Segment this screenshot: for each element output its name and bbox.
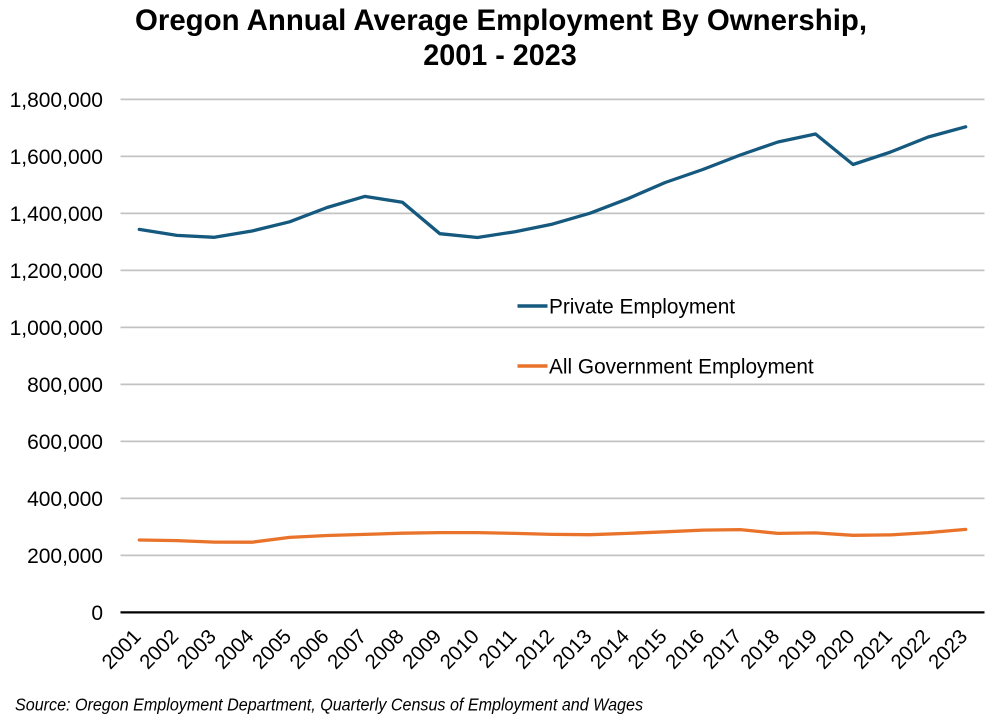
svg-text:1,000,000: 1,000,000 [10,317,103,340]
svg-text:400,000: 400,000 [27,488,103,511]
svg-text:200,000: 200,000 [27,545,103,568]
svg-text:0: 0 [91,602,103,625]
svg-text:1,800,000: 1,800,000 [10,89,103,112]
svg-text:Oregon Annual Average Employme: Oregon Annual Average Employment By Owne… [135,4,867,37]
svg-text:Source: Oregon Employment Depa: Source: Oregon Employment Department, Qu… [15,694,643,714]
svg-text:600,000: 600,000 [27,431,103,454]
svg-text:800,000: 800,000 [27,374,103,397]
svg-text:1,200,000: 1,200,000 [10,260,103,283]
svg-text:1,400,000: 1,400,000 [10,203,103,226]
svg-text:All Government Employment: All Government Employment [549,355,814,378]
svg-text:1,600,000: 1,600,000 [10,146,103,169]
svg-text:2001 - 2023: 2001 - 2023 [423,39,577,72]
svg-text:Private Employment: Private Employment [549,295,735,318]
